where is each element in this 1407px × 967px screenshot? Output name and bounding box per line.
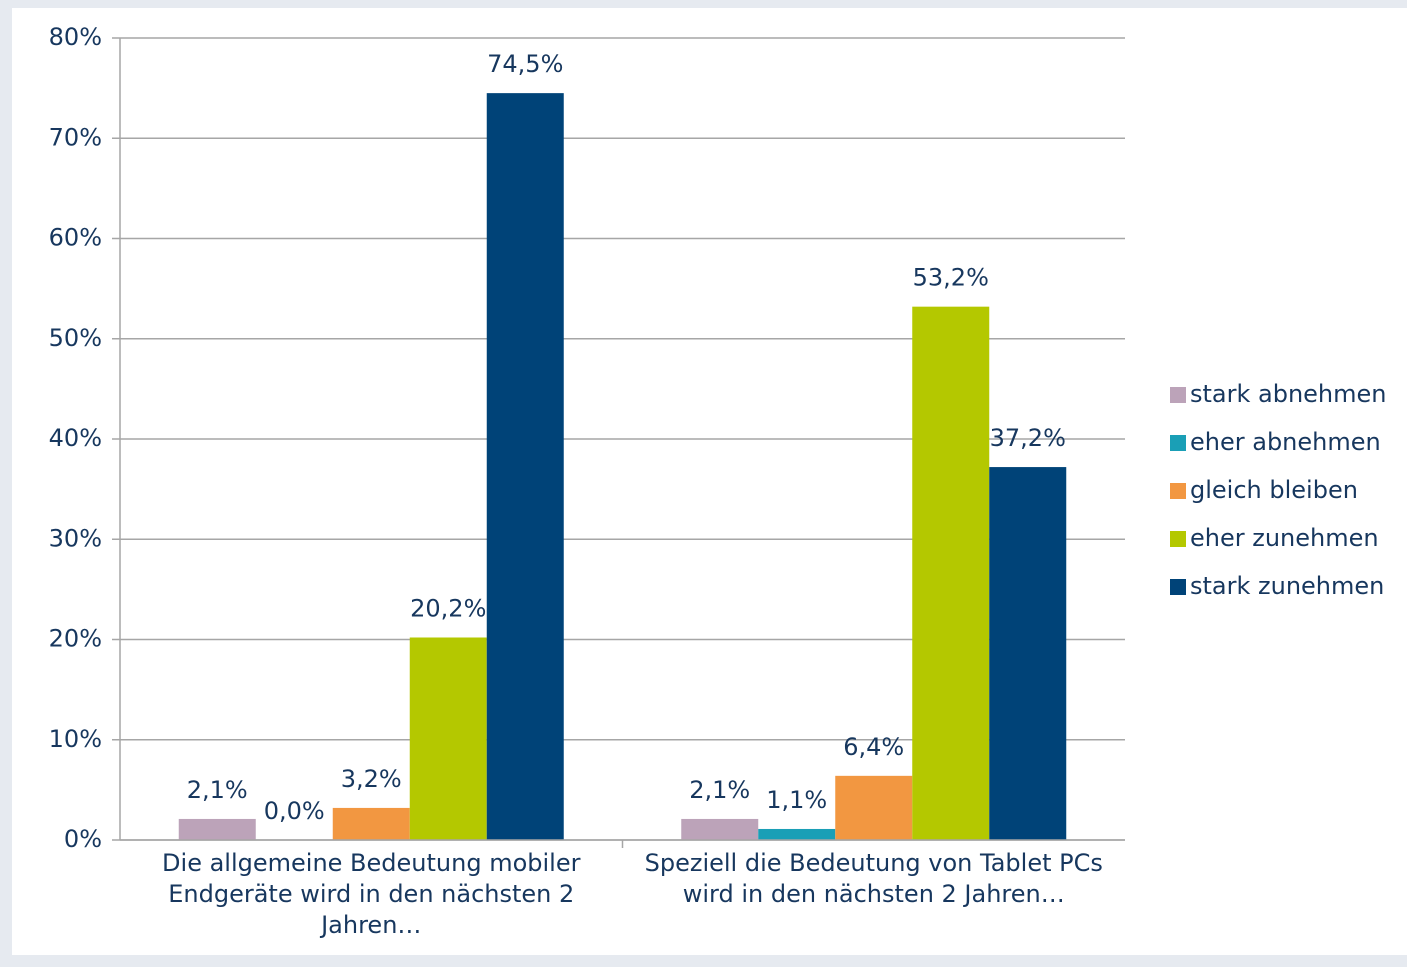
x-tick-label: Speziell die Bedeutung von Tablet PCs wi…	[644, 849, 1103, 908]
value-label: 2,1%	[187, 776, 248, 804]
value-label: 2,1%	[689, 776, 750, 804]
bar	[409, 637, 487, 840]
y-tick-label: 80%	[49, 23, 102, 51]
bar	[681, 818, 759, 840]
value-label: 53,2%	[913, 264, 989, 292]
legend-label: stark abnehmen	[1190, 380, 1387, 408]
legend-label: eher zunehmen	[1190, 524, 1379, 552]
legend-label: gleich bleiben	[1190, 476, 1358, 504]
bar	[178, 818, 256, 840]
legend-swatch	[1170, 579, 1186, 595]
bar	[486, 93, 564, 840]
y-tick-label: 20%	[49, 625, 102, 653]
value-label: 1,1%	[766, 786, 827, 814]
value-label: 6,4%	[843, 733, 904, 761]
bar	[835, 775, 913, 840]
bar	[758, 828, 836, 840]
x-tick-label: Die allgemeine Bedeutung mobiler Endgerä…	[162, 849, 581, 939]
bar	[332, 807, 410, 840]
x-tick-label-box: Speziell die Bedeutung von Tablet PCs wi…	[644, 849, 1103, 908]
y-tick-label: 50%	[49, 324, 102, 352]
y-tick-label: 0%	[64, 825, 102, 853]
value-label: 74,5%	[487, 50, 563, 78]
y-tick-label: 60%	[49, 224, 102, 252]
bar	[912, 306, 990, 840]
value-label: 3,2%	[341, 765, 402, 793]
value-label: 20,2%	[410, 594, 486, 622]
y-tick-label: 70%	[49, 123, 102, 151]
chart-background	[12, 8, 1407, 955]
legend-swatch	[1170, 435, 1186, 451]
bar	[989, 467, 1067, 840]
y-tick-label: 40%	[49, 424, 102, 452]
value-label: 37,2%	[990, 424, 1066, 452]
legend-swatch	[1170, 483, 1186, 499]
value-label: 0,0%	[264, 797, 325, 825]
legend-label: stark zunehmen	[1190, 572, 1384, 600]
legend-label: eher abnehmen	[1190, 428, 1381, 456]
legend-swatch	[1170, 387, 1186, 403]
legend-swatch	[1170, 531, 1186, 547]
x-tick-label-box: Die allgemeine Bedeutung mobiler Endgerä…	[162, 849, 581, 939]
y-tick-label: 30%	[49, 524, 102, 552]
y-tick-label: 10%	[49, 725, 102, 753]
